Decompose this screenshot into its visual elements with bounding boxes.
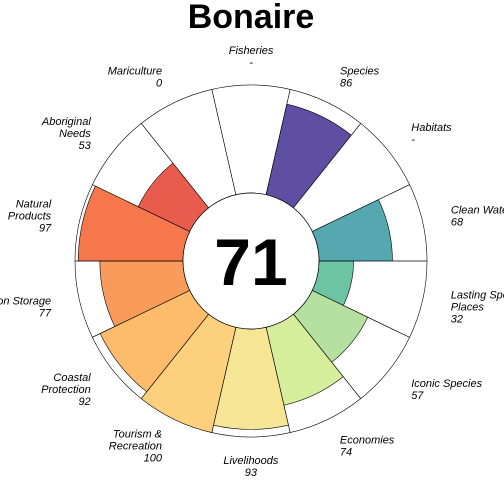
label-fisheries: Fisheries - — [229, 45, 274, 69]
chart-title: Bonaire — [188, 0, 315, 36]
center-circle — [182, 192, 320, 330]
label-natural-products: Natural Products 97 — [8, 198, 52, 234]
label-habitats: Habitats - — [411, 122, 452, 146]
label-lasting-special-places: Lasting SpecialPlaces32 — [451, 290, 504, 326]
label-clean-waters: Clean Waters68 — [451, 204, 504, 228]
label-livelihoods: Livelihoods 93 — [223, 455, 279, 479]
petals — [74, 84, 428, 438]
center-score: 71 — [214, 225, 287, 299]
label-tourism-and-recreation: Tourism & Recreation 100 — [109, 429, 163, 465]
label-coastal-protection: Coastal Protection 92 — [41, 372, 91, 408]
label-iconic-species: Iconic Species 57 — [411, 378, 482, 402]
label-economies: Economies 74 — [340, 435, 395, 459]
label-species: Species 86 — [340, 65, 380, 89]
label-mariculture: Mariculture 0 — [108, 65, 163, 89]
label-aboriginal-needs: Aboriginal Needs 53 — [41, 116, 92, 152]
